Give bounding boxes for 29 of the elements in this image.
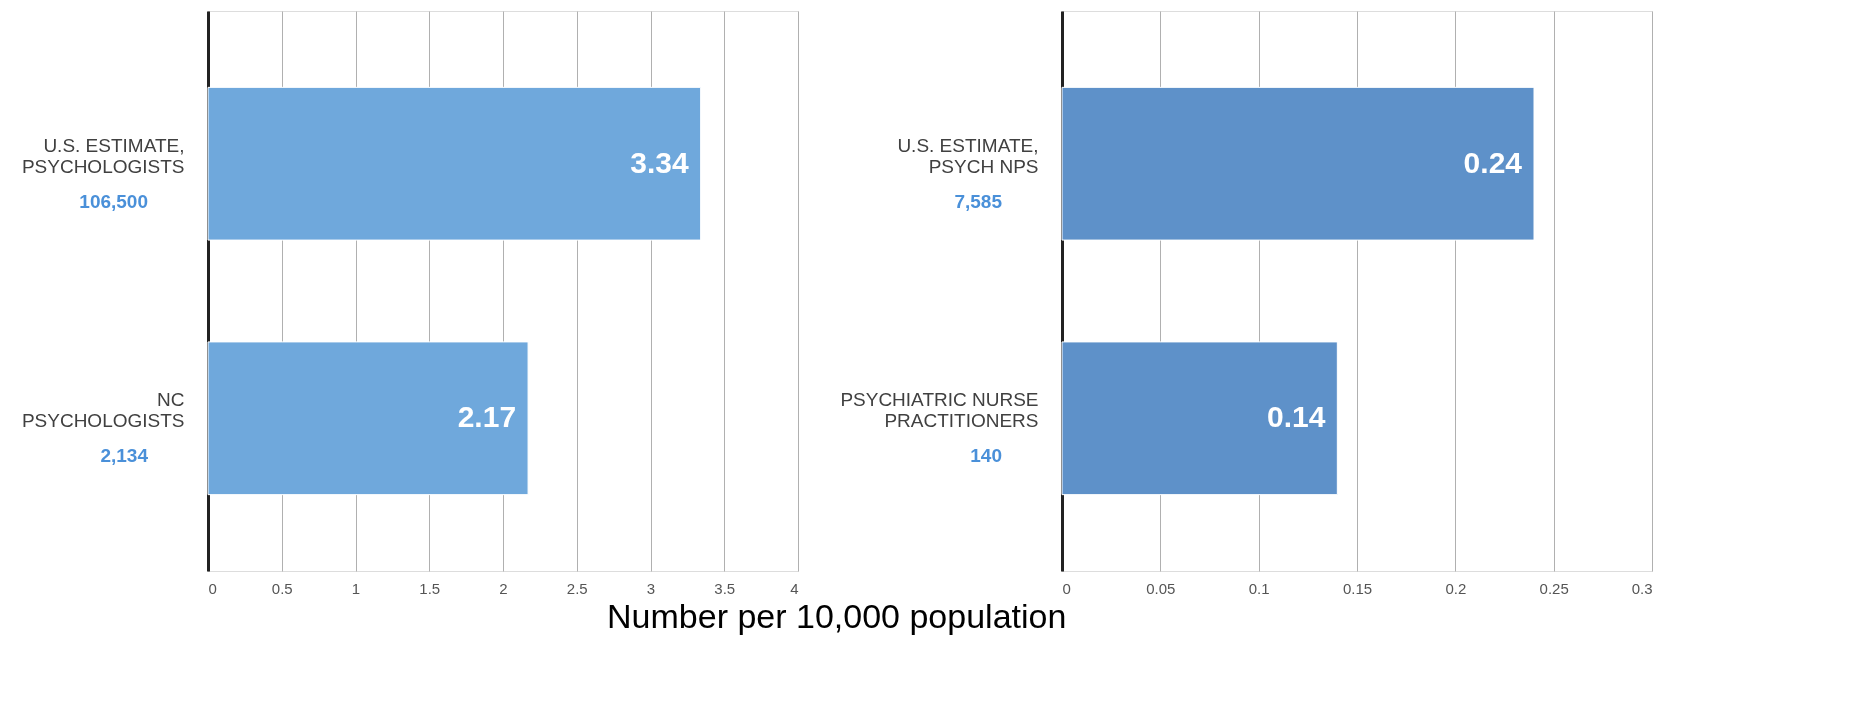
text: 7,585: [954, 190, 1003, 212]
x-tick-label: 3.5: [714, 579, 736, 597]
y-tick-label: PSYCHIATRIC NURSE PRACTITIONERS: [840, 389, 1039, 432]
x-tick-label: 0.15: [1342, 579, 1373, 597]
x-tick-label: 0.1: [1248, 579, 1270, 597]
x-tick-label: 4: [790, 579, 799, 597]
data-label: 0.24: [1463, 145, 1523, 179]
data-label: 2.17: [457, 400, 517, 434]
text: 106,500: [79, 190, 148, 212]
y-tick-label: NC PSYCHOLOGISTS: [21, 389, 185, 432]
x-tick-label: 3: [646, 579, 656, 597]
x-tick-label: 0.05: [1146, 579, 1176, 597]
x-tick-label: 0: [208, 579, 217, 597]
x-axis-title: Number per 10,000 population: [607, 596, 1067, 635]
x-tick-label: 0: [1062, 579, 1071, 597]
y-tick-label: U.S. ESTIMATE, PSYCH NPS: [897, 134, 1039, 177]
x-tick-label: 2.5: [566, 579, 588, 597]
x-tick-label: 1: [351, 579, 361, 597]
x-tick-label: 1.5: [419, 579, 441, 597]
text: 2,134: [100, 445, 149, 467]
x-tick-label: 0.3: [1631, 579, 1653, 597]
data-label: 0.14: [1266, 400, 1326, 434]
x-tick-label: 0.25: [1539, 579, 1569, 597]
x-tick-label: 0.5: [271, 579, 293, 597]
x-tick-label: 2: [499, 579, 508, 597]
y-tick-label: U.S. ESTIMATE, PSYCHOLOGISTS: [21, 134, 185, 177]
x-tick-label: 0.2: [1445, 579, 1467, 597]
data-label: 3.34: [630, 145, 689, 179]
text: 140: [970, 445, 1002, 467]
